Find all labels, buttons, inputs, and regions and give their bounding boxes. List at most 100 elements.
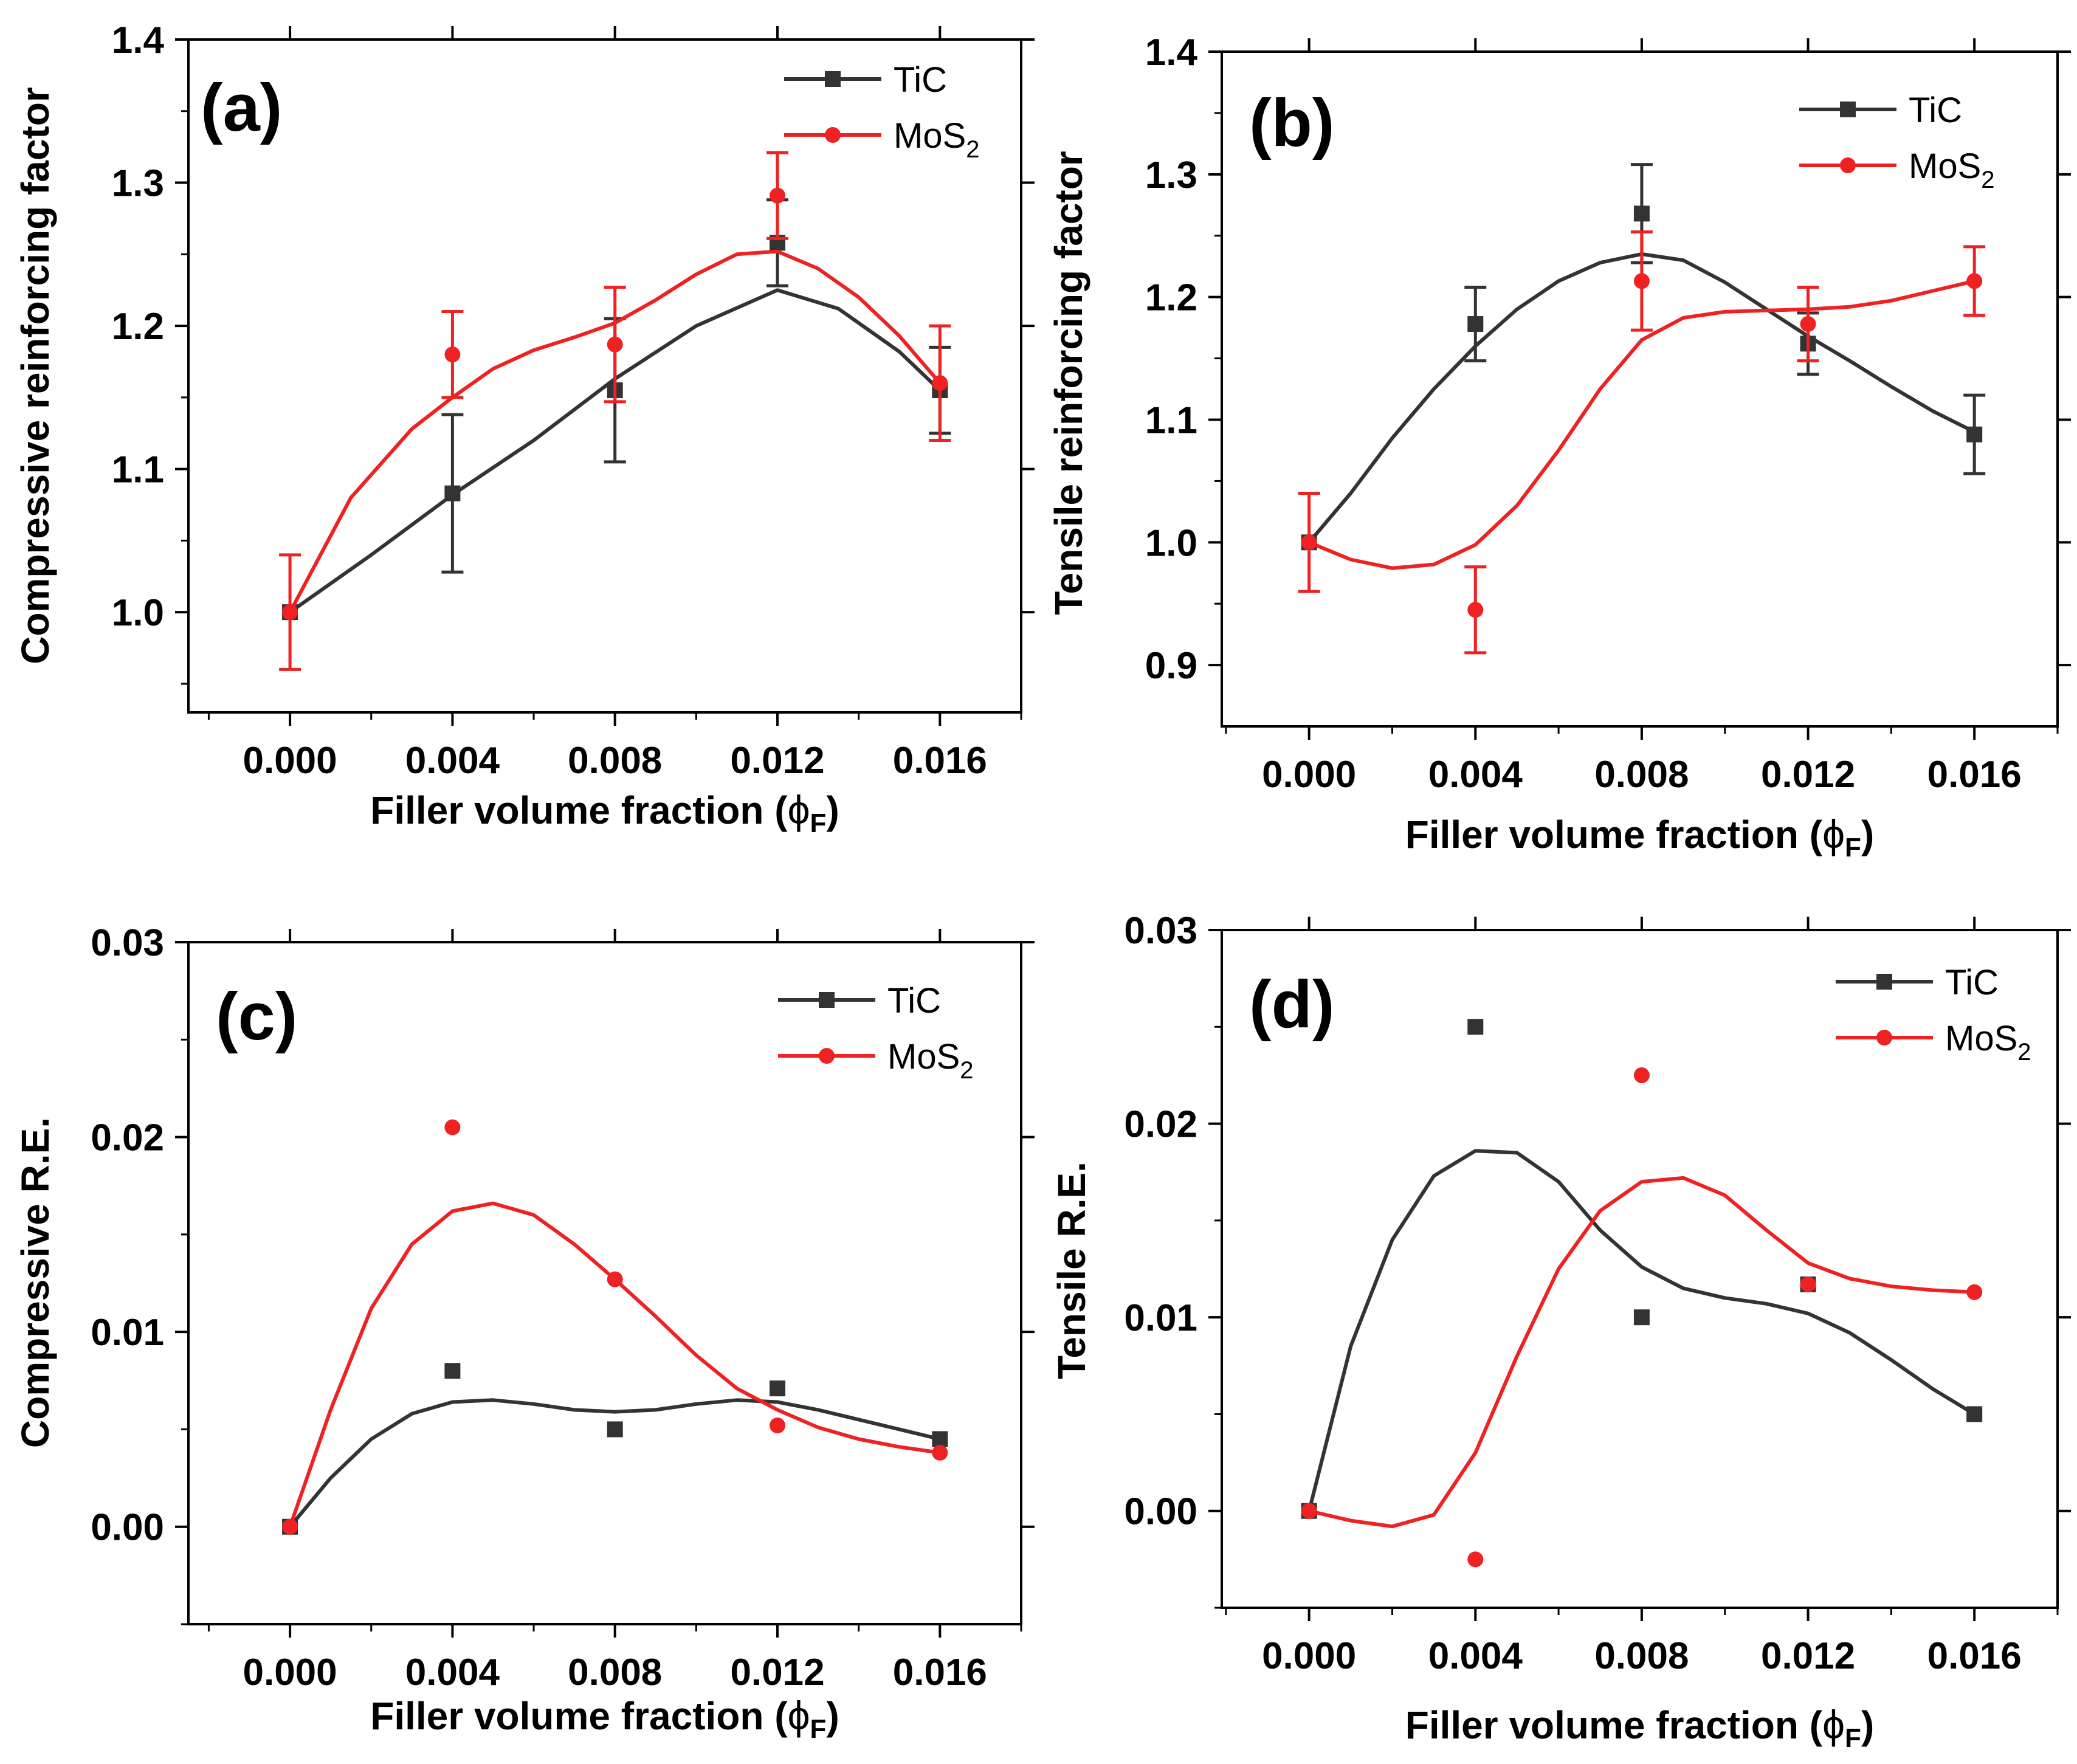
x-tick-label: 0.008 bbox=[568, 1652, 662, 1693]
y-tick-label: 1.1 bbox=[112, 449, 164, 491]
panel-label: (d) bbox=[1249, 967, 1334, 1042]
y-tick-label: 0.9 bbox=[1145, 645, 1197, 687]
series-TiC bbox=[1301, 163, 1986, 551]
panel-label: (a) bbox=[201, 71, 282, 145]
x-tick-label: 0.016 bbox=[893, 740, 987, 782]
legend-label-MoS2: MoS2 bbox=[1945, 1019, 2031, 1066]
x-tick-label: 0.008 bbox=[1594, 1635, 1689, 1677]
plot-frame bbox=[1221, 50, 2059, 728]
data-point-MoS2 bbox=[1467, 1551, 1484, 1568]
legend-label-TiC: TiC bbox=[1909, 91, 1962, 130]
y-tick-label: 1.0 bbox=[112, 592, 164, 634]
legend-marker-TiC bbox=[1876, 974, 1892, 990]
legend-label-base: TiC bbox=[894, 60, 947, 100]
legend-marker-TiC bbox=[1840, 102, 1856, 117]
data-point-MoS2 bbox=[932, 375, 948, 391]
x-axis-label-symbol: ϕ bbox=[788, 787, 810, 832]
y-tick-label: 0.03 bbox=[1124, 910, 1197, 952]
y-axis-label: Compressive R.E. bbox=[13, 1117, 57, 1448]
y-axis-label: Tensile reinforcing factor bbox=[1047, 151, 1090, 615]
data-point-TiC bbox=[770, 1380, 786, 1397]
x-tick-label: 0.000 bbox=[243, 740, 337, 782]
series-MoS2 bbox=[282, 1119, 948, 1535]
legend-marker-MoS2 bbox=[1840, 157, 1856, 173]
data-point-MoS2 bbox=[444, 1119, 461, 1135]
x-axis-label-sub: F bbox=[810, 808, 827, 838]
series-MoS2 bbox=[279, 151, 951, 671]
legend-marker-MoS2 bbox=[825, 127, 841, 143]
y-tick-label: 1.0 bbox=[1145, 522, 1197, 564]
series-line-MoS2 bbox=[288, 249, 942, 613]
data-point-MoS2 bbox=[1800, 1276, 1816, 1292]
legend-label-base: MoS bbox=[887, 1037, 960, 1077]
data-point-MoS2 bbox=[444, 346, 461, 363]
data-point-TiC bbox=[444, 485, 461, 501]
data-point-MoS2 bbox=[607, 336, 623, 353]
legend-marker-MoS2 bbox=[1876, 1030, 1892, 1046]
y-tick-label: 1.3 bbox=[1145, 154, 1197, 196]
legend-label-base: MoS bbox=[1909, 146, 1981, 186]
x-axis-label-suffix: ) bbox=[1861, 1703, 1874, 1747]
legend-label-TiC: TiC bbox=[894, 60, 947, 100]
data-point-MoS2 bbox=[282, 1518, 298, 1535]
legend-label-MoS2: MoS2 bbox=[887, 1037, 974, 1084]
data-point-MoS2 bbox=[770, 1418, 786, 1434]
data-point-TiC bbox=[444, 1363, 461, 1379]
data-point-MoS2 bbox=[1633, 1067, 1650, 1083]
legend-label-base: TiC bbox=[1945, 963, 1999, 1002]
legend-label-base: TiC bbox=[887, 981, 941, 1021]
x-axis-label: Filler volume fraction (ϕF) bbox=[1405, 811, 1875, 863]
x-axis-label-prefix: Filler volume fraction ( bbox=[1405, 813, 1823, 856]
x-tick-label: 0.016 bbox=[1927, 754, 2022, 796]
series-line-MoS2 bbox=[288, 1201, 940, 1528]
y-tick-label: 0.00 bbox=[1124, 1491, 1197, 1533]
x-tick-label: 0.000 bbox=[243, 1652, 337, 1693]
legend: TiC MoS2 bbox=[784, 60, 980, 163]
x-axis-label-sub: F bbox=[810, 1714, 827, 1744]
chart-panel-2: 0.000 0.004 0.008 0.012 0.016 0.00 0.01 0.02 0.0… bbox=[13, 922, 1035, 1744]
data-point-TiC bbox=[1633, 205, 1650, 222]
data-point-MoS2 bbox=[1467, 602, 1484, 618]
x-tick-label: 0.008 bbox=[568, 740, 662, 782]
plot-frame bbox=[187, 941, 1022, 1625]
series-line-MoS2 bbox=[1308, 279, 1975, 570]
y-tick-label: 0.02 bbox=[91, 1117, 164, 1159]
series-TiC bbox=[282, 198, 951, 621]
x-axis-label-symbol: ϕ bbox=[1822, 811, 1845, 856]
legend-marker-TiC bbox=[825, 71, 841, 87]
x-tick-label: 0.004 bbox=[1428, 754, 1523, 796]
y-tick-label: 0.02 bbox=[1124, 1104, 1197, 1146]
data-point-MoS2 bbox=[1800, 316, 1816, 332]
x-tick-label: 0.012 bbox=[1761, 754, 1855, 796]
y-axis-label: Compressive reinforcing factor bbox=[13, 87, 57, 664]
data-point-TiC bbox=[1467, 316, 1484, 332]
y-tick-label: 1.4 bbox=[112, 19, 165, 61]
data-point-MoS2 bbox=[1301, 1503, 1317, 1519]
x-tick-label: 0.000 bbox=[1262, 754, 1356, 796]
y-axis-label: Tensile R.E. bbox=[1050, 1162, 1094, 1379]
legend-marker-MoS2 bbox=[819, 1048, 835, 1064]
legend: TiC MoS2 bbox=[778, 981, 974, 1084]
x-tick-label: 0.004 bbox=[405, 740, 500, 782]
x-axis-label: Filler volume fraction (ϕF) bbox=[370, 787, 839, 838]
data-point-MoS2 bbox=[1633, 273, 1650, 289]
x-tick-label: 0.008 bbox=[1594, 754, 1689, 796]
panel-label: (b) bbox=[1249, 86, 1334, 160]
y-tick-label: 1.3 bbox=[112, 163, 164, 205]
x-axis-label-symbol: ϕ bbox=[788, 1693, 810, 1738]
data-point-MoS2 bbox=[932, 1444, 948, 1461]
series-line-TiC bbox=[288, 1398, 941, 1528]
plot-frame bbox=[1221, 929, 2059, 1609]
data-point-MoS2 bbox=[1966, 1284, 1983, 1300]
x-tick-label: 0.004 bbox=[1428, 1635, 1523, 1677]
data-point-TiC bbox=[1467, 1019, 1484, 1035]
legend-label-MoS2: MoS2 bbox=[894, 116, 980, 163]
x-axis-label: Filler volume fraction (ϕF) bbox=[370, 1693, 839, 1744]
legend-label-TiC: TiC bbox=[1945, 963, 1999, 1002]
series-line-MoS2 bbox=[1309, 1176, 1975, 1529]
data-point-MoS2 bbox=[770, 187, 786, 204]
x-axis-label: Filler volume fraction (ϕF) bbox=[1405, 1702, 1875, 1753]
data-point-MoS2 bbox=[1301, 534, 1317, 551]
chart-panel-3: 0.000 0.004 0.008 0.012 0.016 0.00 0.01 0.02 0.0… bbox=[1050, 910, 2071, 1753]
